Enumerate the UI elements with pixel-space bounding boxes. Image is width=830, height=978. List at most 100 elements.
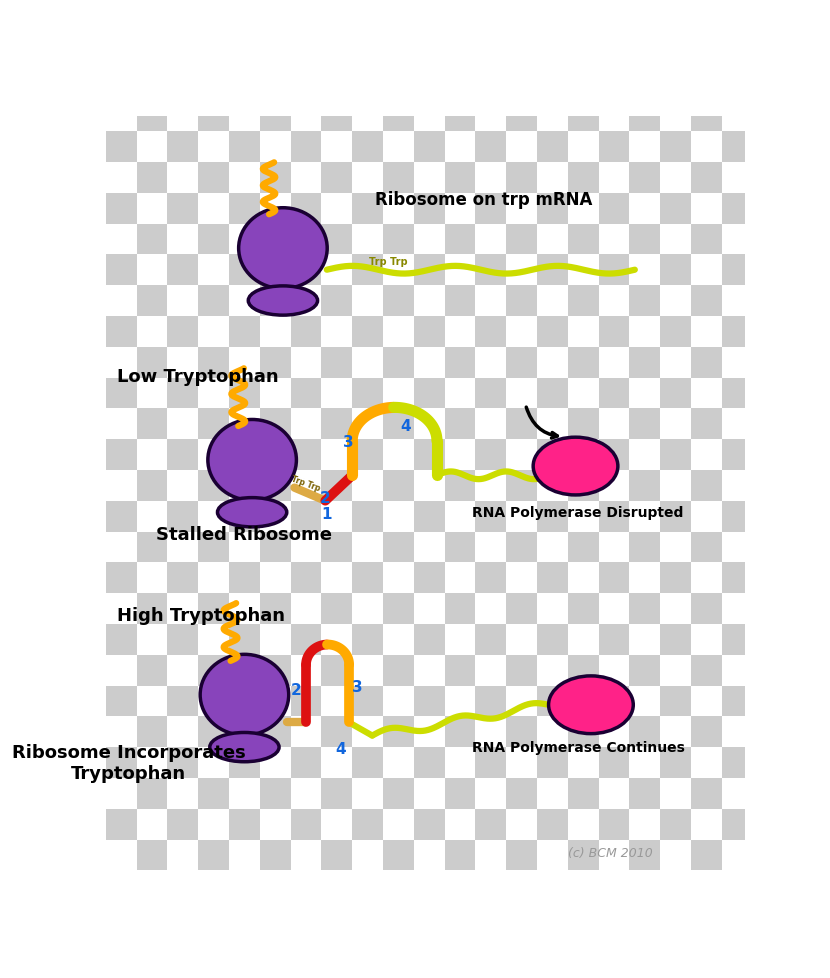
Bar [476, 70, 506, 101]
Bar [660, 194, 691, 224]
Bar [598, 747, 629, 778]
Bar [352, 778, 383, 809]
Bar [414, 809, 445, 840]
Bar [414, 562, 445, 594]
Bar [260, 70, 290, 101]
Bar [106, 532, 137, 562]
Bar [383, 717, 414, 747]
Bar [198, 224, 229, 255]
Bar [229, 624, 260, 655]
Bar [137, 532, 168, 562]
Bar [753, 440, 784, 470]
Bar [445, 194, 476, 224]
Bar [537, 747, 568, 778]
Bar [198, 70, 229, 101]
Bar [629, 501, 660, 532]
Text: Ribosome on trp mRNA: Ribosome on trp mRNA [375, 191, 593, 209]
Bar [198, 809, 229, 840]
Bar [290, 409, 321, 440]
Bar [753, 378, 784, 409]
Bar [753, 562, 784, 594]
Bar [321, 562, 352, 594]
Bar [691, 255, 722, 286]
Bar [137, 286, 168, 317]
Bar [290, 378, 321, 409]
Bar [660, 224, 691, 255]
Bar [414, 409, 445, 440]
Bar [506, 255, 537, 286]
Bar [506, 409, 537, 440]
Bar [229, 101, 260, 132]
Bar [537, 101, 568, 132]
Bar [753, 624, 784, 655]
Bar [506, 501, 537, 532]
Bar [352, 409, 383, 440]
Bar [691, 194, 722, 224]
Bar [568, 70, 598, 101]
Bar [383, 347, 414, 378]
Bar [352, 562, 383, 594]
Bar [629, 286, 660, 317]
Bar [691, 840, 722, 870]
Bar [537, 286, 568, 317]
Bar [198, 347, 229, 378]
Bar [722, 194, 753, 224]
Bar [290, 809, 321, 840]
Bar [229, 70, 260, 101]
Bar [598, 132, 629, 162]
Bar [168, 594, 198, 624]
Bar [414, 686, 445, 717]
Bar [506, 317, 537, 347]
Bar [321, 840, 352, 870]
Bar [629, 224, 660, 255]
Bar [137, 717, 168, 747]
Bar [445, 347, 476, 378]
Bar [383, 501, 414, 532]
Bar [629, 317, 660, 347]
Bar [383, 778, 414, 809]
Bar [168, 624, 198, 655]
Bar [445, 70, 476, 101]
Bar [568, 440, 598, 470]
Bar [290, 347, 321, 378]
Bar [106, 101, 137, 132]
Bar [660, 562, 691, 594]
Bar [321, 747, 352, 778]
Bar [414, 224, 445, 255]
Bar [414, 594, 445, 624]
Bar [629, 162, 660, 194]
Bar [229, 778, 260, 809]
Bar [660, 317, 691, 347]
Bar [722, 470, 753, 501]
Bar [383, 101, 414, 132]
Bar [106, 624, 137, 655]
Bar [137, 470, 168, 501]
Bar [722, 101, 753, 132]
Ellipse shape [248, 287, 318, 316]
Bar [753, 594, 784, 624]
Bar [568, 255, 598, 286]
Bar [414, 532, 445, 562]
Bar [168, 778, 198, 809]
Bar [722, 501, 753, 532]
Bar [445, 717, 476, 747]
Bar [537, 132, 568, 162]
Bar [568, 809, 598, 840]
Bar [506, 717, 537, 747]
Bar [506, 778, 537, 809]
Bar [168, 347, 198, 378]
Bar [290, 532, 321, 562]
Bar [691, 532, 722, 562]
Bar [722, 317, 753, 347]
Bar [229, 162, 260, 194]
Bar [660, 501, 691, 532]
Bar [629, 255, 660, 286]
Bar [660, 440, 691, 470]
Bar [414, 132, 445, 162]
Bar [598, 162, 629, 194]
Bar [476, 778, 506, 809]
Bar [445, 778, 476, 809]
Bar [568, 594, 598, 624]
Bar [260, 717, 290, 747]
Bar [198, 562, 229, 594]
